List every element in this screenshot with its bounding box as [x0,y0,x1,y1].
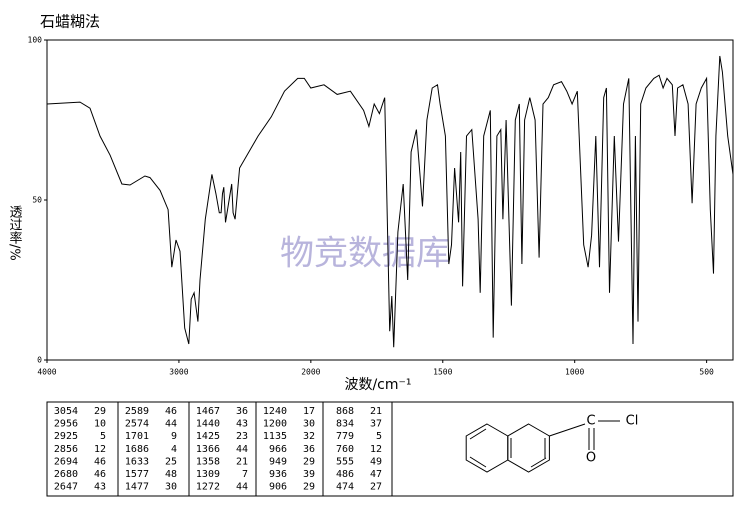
peak-intensity: 4 [171,444,177,455]
peak-wavenumber: 3054 [54,406,78,417]
peak-intensity: 43 [94,482,106,493]
peak-wavenumber: 2647 [54,482,78,493]
peak-wavenumber: 2574 [125,419,149,430]
peak-wavenumber: 1633 [125,456,149,467]
peak-intensity: 30 [165,482,177,493]
peak-intensity: 27 [370,482,382,493]
peak-wavenumber: 868 [336,406,354,417]
x-axis-label: 波数/cm⁻¹ [344,377,411,393]
y-tick-label: 0 [37,356,42,365]
x-tick-label: 1000 [565,368,584,377]
peak-wavenumber: 474 [336,482,354,493]
atom: C [586,414,595,429]
x-tick-label: 2000 [301,368,320,377]
y-axis-label: 透过率/% [7,205,23,261]
peak-wavenumber: 1467 [196,406,220,417]
atom: O [586,451,596,466]
peak-intensity: 39 [303,469,315,480]
peak-intensity: 43 [236,419,248,430]
peak-wavenumber: 1477 [125,482,149,493]
peak-intensity: 46 [94,469,106,480]
x-tick-label: 500 [699,368,714,377]
watermark: 物竞数据库 [280,234,450,274]
peak-intensity: 48 [165,469,177,480]
peak-wavenumber: 2680 [54,469,78,480]
chart-title: 石蜡糊法 [40,13,100,31]
peak-wavenumber: 1366 [196,444,220,455]
double-bond [469,428,487,440]
peak-wavenumber: 760 [336,444,354,455]
peak-intensity: 17 [303,406,315,417]
ring [507,423,550,473]
peak-wavenumber: 834 [336,419,354,430]
peak-wavenumber: 1309 [196,469,220,480]
peak-intensity: 46 [165,406,177,417]
peak-wavenumber: 2925 [54,431,78,442]
peak-intensity: 47 [370,469,382,480]
peak-intensity: 29 [94,406,106,417]
peak-wavenumber: 1686 [125,444,149,455]
peak-wavenumber: 966 [269,444,287,455]
peak-intensity: 9 [171,431,177,442]
peak-intensity: 46 [94,456,106,467]
y-tick-label: 100 [28,36,43,45]
peak-intensity: 25 [165,456,177,467]
peak-table [46,401,734,497]
peak-wavenumber: 1577 [125,469,149,480]
peak-wavenumber: 1200 [263,419,287,430]
ring [465,423,509,473]
plot-frame [46,39,734,361]
peak-intensity: 44 [236,444,248,455]
double-bond [530,457,547,468]
peak-wavenumber: 1358 [196,456,220,467]
peak-wavenumber: 486 [336,469,354,480]
table-frame [46,401,734,497]
peak-wavenumber: 1440 [196,419,220,430]
peak-wavenumber: 1135 [263,431,287,442]
peak-intensity: 21 [370,406,382,417]
peak-wavenumber: 1425 [196,431,220,442]
peak-wavenumber: 1701 [125,431,149,442]
x-tick-label: 1500 [433,368,452,377]
peak-wavenumber: 1272 [196,482,220,493]
peak-intensity: 36 [303,444,315,455]
peak-intensity: 37 [370,419,382,430]
peak-wavenumber: 906 [269,482,287,493]
peak-intensity: 7 [242,469,248,480]
structure [465,420,620,473]
peak-wavenumber: 936 [269,469,287,480]
bond [549,423,586,437]
y-tick-label: 50 [32,196,42,205]
peak-intensity: 44 [236,482,248,493]
peak-intensity: 12 [94,444,106,455]
peak-intensity: 49 [370,456,382,467]
peak-intensity: 32 [303,431,315,442]
peak-wavenumber: 949 [269,456,287,467]
peak-wavenumber: 2856 [54,444,78,455]
peak-wavenumber: 1240 [263,406,287,417]
peak-wavenumber: 779 [336,431,354,442]
peak-intensity: 44 [165,419,177,430]
peak-wavenumber: 555 [336,456,354,467]
peak-wavenumber: 2589 [125,406,149,417]
peak-wavenumber: 2956 [54,419,78,430]
peak-wavenumber: 2694 [54,456,78,467]
double-bond [469,456,487,468]
peak-intensity: 21 [236,456,248,467]
peak-intensity: 23 [236,431,248,442]
peak-intensity: 30 [303,419,315,430]
peak-intensity: 36 [236,406,248,417]
peak-intensity: 10 [94,419,106,430]
peak-intensity: 29 [303,456,315,467]
peak-intensity: 12 [370,444,382,455]
x-tick-label: 3000 [169,368,188,377]
x-tick-label: 4000 [37,368,56,377]
spectrum-line [46,55,734,348]
peak-intensity: 29 [303,482,315,493]
peak-intensity: 5 [376,431,382,442]
peak-intensity: 5 [100,431,106,442]
atom: Cl [626,414,639,429]
